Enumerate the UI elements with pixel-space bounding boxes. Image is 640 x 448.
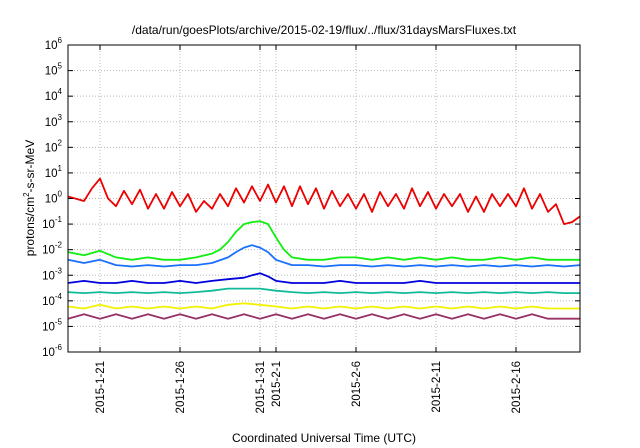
grid [68,45,580,352]
series-line-2 [67,220,580,261]
y-tick-label: 104 [45,87,63,103]
x-tick-label: 2015-1-31 [255,361,267,413]
series-line-5 [67,287,580,295]
series-line-4 [67,272,580,284]
y-tick-label: 10-4 [42,292,62,308]
series-line-7 [67,313,580,320]
x-axis: 2015-1-21 2015-1-26 2015-1-31 2015-2-1 2015-… [95,45,523,413]
y-tick-label: 101 [45,164,63,180]
series-group [67,177,581,320]
x-tick-label: 2015-1-26 [175,361,187,413]
y-axis: 10-6 10-5 10-4 10-3 10-2 10-1 100 101 102 103 104 1… [42,36,580,359]
x-tick-label: 2015-2-11 [431,361,443,413]
y-tick-label: 10-5 [42,317,62,333]
y-tick-label: 106 [45,36,63,52]
y-tick-label: 10-2 [42,241,62,257]
y-tick-label: 10-1 [42,215,62,231]
y-tick-label: 102 [45,138,63,154]
series-line-3 [67,244,581,268]
chart-title: /data/run/goesPlots/archive/2015-02-19/f… [132,23,517,37]
x-tick-label: 2015-2-16 [511,361,523,413]
y-tick-label: 105 [45,62,63,78]
series-line-6 [67,302,580,310]
y-axis-label: protons/cm2-s-sr-MeV [22,140,37,256]
y-tick-label: 100 [45,190,63,206]
x-tick-label: 2015-2-1 [271,361,283,407]
y-tick-label: 10-3 [42,266,62,282]
y-tick-label: 103 [45,113,63,129]
x-axis-label: Coordinated Universal Time (UTC) [232,431,416,445]
x-tick-label: 2015-1-21 [95,361,107,413]
x-tick-label: 2015-2-6 [351,361,363,407]
y-tick-label: 10-6 [42,343,62,359]
series-line-1 [67,177,581,226]
